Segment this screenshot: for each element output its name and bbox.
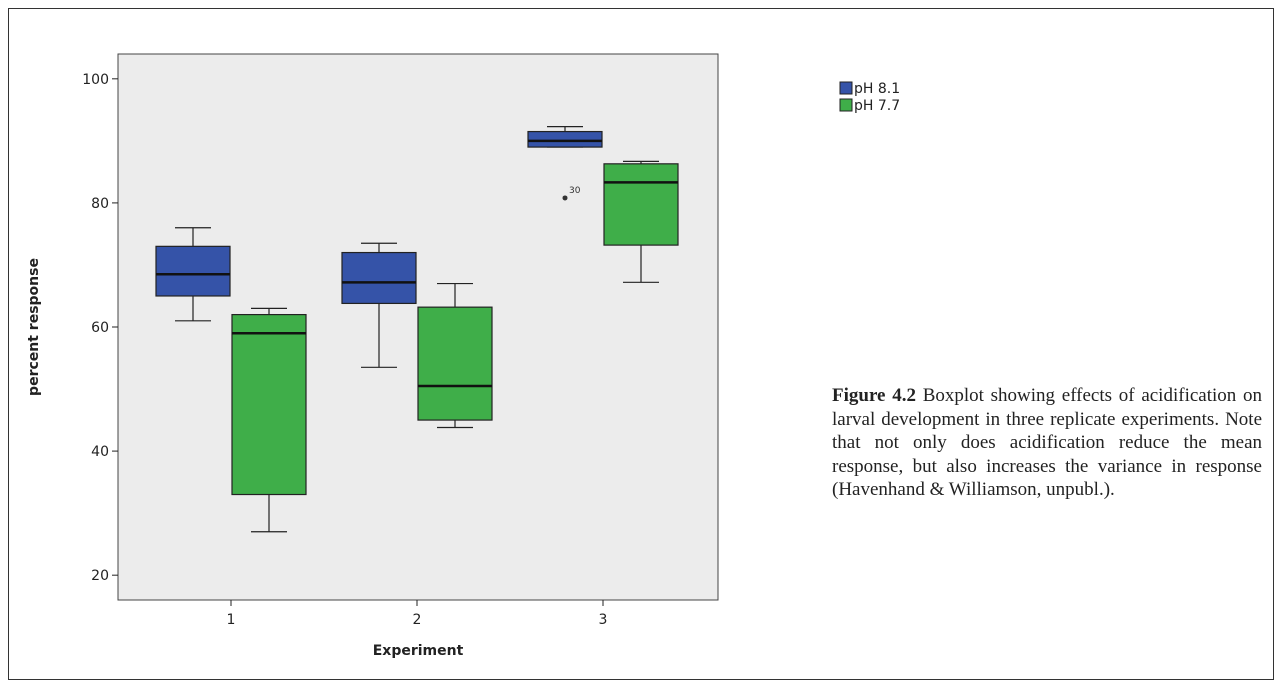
legend-label: pH 7.7	[854, 98, 900, 114]
iqr-box	[417, 306, 493, 421]
box-ph-8-1-exp-3	[527, 125, 603, 148]
iqr-box	[603, 163, 679, 246]
box-ph-8-1-exp-1	[155, 227, 231, 322]
figure-label: Figure 4.2	[832, 385, 916, 406]
y-axis-label: percent response	[26, 258, 42, 396]
x-tick-label: 3	[599, 612, 608, 628]
outlier-point	[562, 195, 568, 201]
iqr-box	[527, 130, 603, 148]
legend-swatch	[839, 98, 853, 112]
caption-text: Boxplot showing effects of acidification…	[832, 385, 1262, 500]
iqr-box	[231, 313, 307, 496]
x-axis: 1 2 3	[227, 600, 608, 628]
legend-swatch	[839, 81, 853, 95]
y-tick-label: 60	[91, 320, 109, 336]
y-tick-label: 100	[82, 72, 109, 88]
y-tick-label: 80	[91, 196, 109, 212]
box-ph-7-7-exp-1	[231, 307, 307, 533]
iqr-box	[341, 251, 417, 305]
boxes-layer: 30	[155, 125, 679, 533]
y-tick-label: 20	[91, 568, 109, 584]
iqr-box	[155, 245, 231, 297]
box-ph-7-7-exp-3	[603, 160, 679, 283]
x-axis-label: Experiment	[373, 643, 464, 659]
y-axis: 20 40 60 80 100	[82, 72, 118, 584]
outlier-label: 30	[569, 186, 581, 196]
legend-label: pH 8.1	[854, 81, 900, 97]
x-tick-label: 2	[413, 612, 422, 628]
box-ph-8-1-exp-2	[341, 242, 417, 368]
box-ph-7-7-exp-2	[417, 282, 493, 429]
legend: pH 8.1pH 7.7	[839, 81, 900, 114]
x-tick-label: 1	[227, 612, 236, 628]
y-tick-label: 40	[91, 444, 109, 460]
figure-caption: Figure 4.2 Boxplot showing effects of ac…	[832, 384, 1262, 502]
